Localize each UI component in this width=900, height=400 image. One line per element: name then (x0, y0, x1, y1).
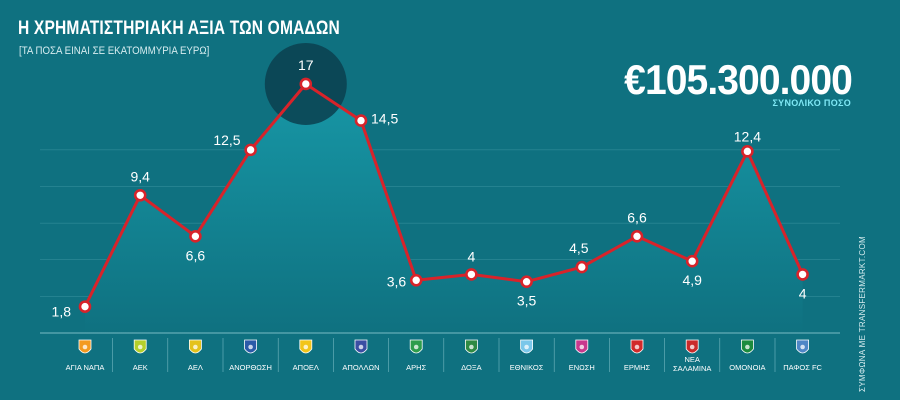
team-label-10: ΕΡΜΗΣ (624, 363, 651, 372)
value-label-3: 12,5 (213, 132, 240, 148)
team-label-1: ΑΕΚ (133, 363, 148, 372)
total-value: €105.300.000 (624, 56, 853, 103)
area-fill (85, 84, 803, 333)
anorthosis-crest-icon (244, 339, 257, 354)
data-point-9 (575, 260, 589, 274)
value-label-2: 6,6 (186, 247, 206, 263)
page-title: Η ΧΡΗΜΑΤΙΣΤΗΡΙΑΚΗ ΑΞΙΑ ΤΩΝ ΟΜΑΔΩΝ (18, 18, 340, 39)
data-point-8 (520, 275, 533, 289)
pafos-crest-icon (796, 339, 809, 354)
team-label-5: ΑΠΟΛΛΩΝ (342, 363, 379, 372)
data-point-3 (244, 143, 257, 157)
team-label-4: ΑΠΟΕΛ (293, 363, 319, 372)
team-label-13: ΠΑΦΟΣ FC (783, 363, 822, 372)
value-label-12: 12,4 (734, 128, 761, 144)
total-label: ΣΥΝΟΛΙΚΟ ΠΟΣΟ (772, 98, 851, 108)
value-label-5: 14,5 (371, 111, 398, 127)
data-point-10 (630, 230, 644, 243)
data-point-4 (299, 77, 313, 91)
aek-crest-icon (133, 339, 147, 354)
data-point-6 (409, 273, 423, 287)
ethnikos-crest-icon (520, 339, 533, 354)
data-point-13 (796, 268, 809, 281)
apoel-crest-icon (299, 339, 313, 354)
value-label-9: 4,5 (569, 240, 589, 256)
team-label-12: ΟΜΟΝΟΙΑ (729, 363, 765, 372)
apollon-crest-icon (354, 339, 368, 354)
data-point-0 (78, 300, 92, 313)
data-point-5 (354, 114, 368, 127)
data-points (78, 77, 809, 313)
aris-crest-icon (409, 339, 423, 354)
data-point-12 (741, 145, 754, 158)
value-label-7: 4 (468, 248, 476, 264)
x-axis-teams: ΑΓΙΑ ΝΑΠΑ ΑΕΚ ΑΕΛ ΑΝΟΡΘΩΣΗ ΑΠΟΕΛ ΑΠΟΛΛΩΝ ΑΡΗΣ Δ… (66, 338, 823, 373)
team-label-6: ΑΡΗΣ (406, 363, 426, 372)
value-labels: 1,8 9,4 6,6 12,5 17 14,5 3,6 4 3,5 4,5 6,6 4,9 12,4 4 (52, 57, 807, 320)
team-label-9: ΕΝΩΣΗ (569, 363, 595, 372)
value-label-0: 1,8 (52, 304, 72, 320)
team-label-7: ΔΟΞΑ (461, 363, 482, 372)
doxa-crest-icon (465, 339, 478, 354)
enosi-crest-icon (575, 339, 589, 354)
value-label-6: 3,6 (387, 273, 407, 289)
data-point-1 (133, 188, 147, 202)
series-line (83, 82, 804, 308)
nea-salamina-crest-icon (685, 339, 699, 354)
value-label-1: 9,4 (130, 168, 150, 184)
omonoia-crest-icon (741, 339, 754, 354)
value-label-4: 17 (298, 57, 314, 73)
data-point-7 (465, 268, 478, 281)
ael-crest-icon (189, 339, 202, 354)
team-label-2: ΑΕΛ (188, 363, 203, 372)
data-point-2 (189, 230, 202, 243)
team-label-11: ΝΕΑ ΣΑΛΑΜΙΝΑ (673, 355, 711, 373)
value-label-8: 3,5 (517, 293, 537, 309)
value-label-10: 6,6 (627, 209, 647, 225)
value-label-11: 4,9 (682, 272, 702, 288)
agia-napa-crest-icon (78, 339, 92, 354)
page-subtitle: [ΤΑ ΠΟΣΑ ΕΙΝΑΙ ΣΕ ΕΚΑΤΟΜΜΥΡΙΑ ΕΥΡΩ] (19, 45, 210, 57)
data-point-11 (685, 254, 699, 268)
value-label-13: 4 (799, 285, 807, 301)
team-label-0: ΑΓΙΑ ΝΑΠΑ (66, 363, 105, 372)
ermis-crest-icon (630, 339, 644, 354)
team-label-3: ΑΝΟΡΘΩΣΗ (229, 363, 272, 372)
team-label-8: ΕΘΝΙΚΟΣ (510, 363, 544, 372)
